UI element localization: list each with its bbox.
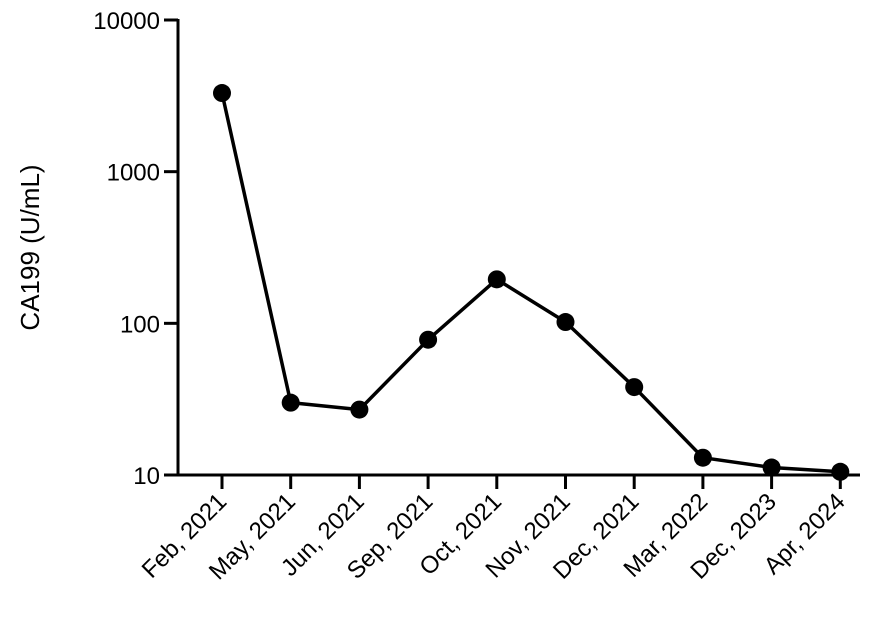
- data-point: [213, 84, 231, 103]
- data-point: [350, 400, 369, 419]
- data-point: [693, 448, 712, 467]
- y-tick-label: 10000: [93, 8, 160, 35]
- y-axis: 10 100 1000 10000: [93, 8, 180, 490]
- data-point: [281, 393, 300, 412]
- data-point: [556, 313, 575, 332]
- y-axis-title: CA199 (U/mL): [15, 164, 45, 330]
- data-point: [419, 330, 438, 349]
- y-tick-label: 1000: [107, 160, 160, 187]
- data-series: [213, 84, 850, 481]
- series-line: [220, 92, 841, 474]
- data-point: [487, 270, 506, 289]
- data-point: [625, 378, 644, 397]
- y-tick-label: 10: [133, 463, 160, 490]
- data-point: [762, 458, 781, 477]
- y-tick-label: 100: [120, 311, 160, 338]
- data-point: [831, 462, 850, 481]
